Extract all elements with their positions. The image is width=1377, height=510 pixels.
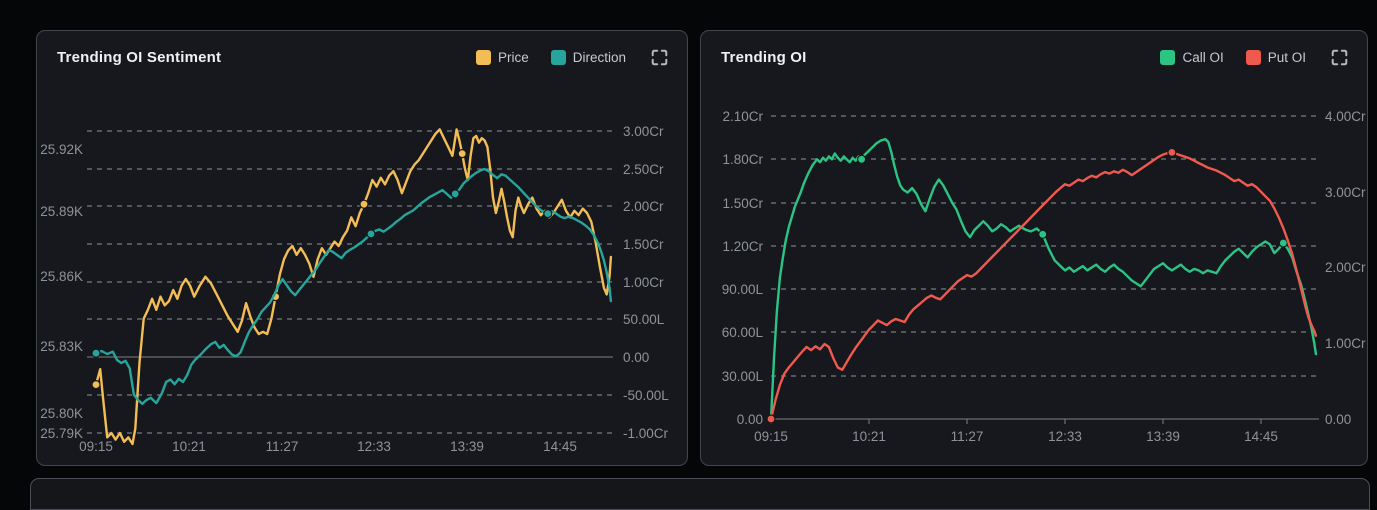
legend-item-direction[interactable]: Direction: [550, 50, 626, 65]
panel-header: Trending OI Sentiment Price Direction: [37, 31, 687, 67]
svg-text:0.00: 0.00: [737, 412, 763, 427]
fullscreen-button[interactable]: [650, 48, 669, 67]
svg-text:09:15: 09:15: [79, 439, 113, 454]
svg-text:25.89K: 25.89K: [40, 204, 83, 219]
trending-oi-chart[interactable]: 2.10Cr 1.80Cr 1.50Cr 1.20Cr 90.00L 60.00L 30.0…: [701, 31, 1369, 467]
svg-text:25.92K: 25.92K: [40, 142, 83, 157]
trending-oi-panel: Trending OI Call OI Put OI: [700, 30, 1368, 466]
svg-text:2.50Cr: 2.50Cr: [623, 162, 664, 177]
svg-text:1.80Cr: 1.80Cr: [722, 152, 763, 167]
svg-text:0.00: 0.00: [623, 350, 649, 365]
svg-text:09:15: 09:15: [754, 429, 788, 444]
svg-text:-50.00L: -50.00L: [623, 388, 669, 403]
svg-text:2.10Cr: 2.10Cr: [722, 109, 763, 124]
svg-text:1.00Cr: 1.00Cr: [1325, 336, 1366, 351]
direction-legend-swatch-icon: [550, 50, 566, 65]
legend-label-call-oi: Call OI: [1182, 50, 1224, 65]
svg-text:1.00Cr: 1.00Cr: [623, 275, 664, 290]
legend-sentiment: Price Direction: [475, 50, 626, 65]
svg-text:30.00L: 30.00L: [722, 369, 764, 384]
svg-text:1.50Cr: 1.50Cr: [722, 196, 763, 211]
legend-item-put-oi[interactable]: Put OI: [1245, 50, 1306, 65]
svg-text:4.00Cr: 4.00Cr: [1325, 109, 1366, 124]
svg-text:14:45: 14:45: [543, 439, 577, 454]
legend-oi: Call OI Put OI: [1160, 50, 1306, 65]
next-panel-partial-card: [30, 478, 1370, 510]
fullscreen-button[interactable]: [1330, 48, 1349, 67]
svg-text:13:39: 13:39: [1146, 429, 1180, 444]
chart-title-oi: Trending OI: [721, 49, 807, 66]
svg-text:3.00Cr: 3.00Cr: [623, 124, 664, 139]
svg-text:11:27: 11:27: [951, 429, 984, 444]
svg-text:12:33: 12:33: [357, 439, 391, 454]
call-oi-legend-swatch-icon: [1160, 50, 1176, 65]
svg-text:90.00L: 90.00L: [722, 282, 764, 297]
svg-text:1.20Cr: 1.20Cr: [722, 239, 763, 254]
svg-text:2.00Cr: 2.00Cr: [623, 199, 664, 214]
svg-text:60.00L: 60.00L: [722, 325, 764, 340]
svg-text:25.80K: 25.80K: [40, 406, 83, 421]
price-legend-swatch-icon: [475, 50, 491, 65]
panel-header: Trending OI Call OI Put OI: [701, 31, 1367, 67]
svg-text:3.00Cr: 3.00Cr: [1325, 185, 1366, 200]
legend-item-call-oi[interactable]: Call OI: [1160, 50, 1224, 65]
legend-label-direction: Direction: [572, 50, 626, 65]
fullscreen-icon: [651, 49, 668, 66]
svg-text:25.79K: 25.79K: [40, 426, 83, 441]
svg-text:0.00: 0.00: [1325, 412, 1351, 427]
fullscreen-icon: [1331, 49, 1348, 66]
put-oi-legend-swatch-icon: [1245, 50, 1261, 65]
svg-text:10:21: 10:21: [852, 429, 886, 444]
svg-text:10:21: 10:21: [172, 439, 206, 454]
svg-text:13:39: 13:39: [450, 439, 484, 454]
svg-text:25.83K: 25.83K: [40, 339, 83, 354]
trending-oi-sentiment-panel: Trending OI Sentiment Price Direction: [36, 30, 688, 466]
legend-label-price: Price: [497, 50, 529, 65]
svg-text:25.86K: 25.86K: [40, 269, 83, 284]
trending-oi-sentiment-chart[interactable]: 25.92K 25.89K 25.86K 25.83K 25.80K 25.79K 3.00…: [37, 31, 689, 467]
svg-text:2.00Cr: 2.00Cr: [1325, 260, 1366, 275]
legend-label-put-oi: Put OI: [1267, 50, 1306, 65]
svg-text:50.00L: 50.00L: [623, 312, 665, 327]
legend-item-price[interactable]: Price: [475, 50, 529, 65]
svg-text:1.50Cr: 1.50Cr: [623, 237, 664, 252]
svg-text:12:33: 12:33: [1048, 429, 1082, 444]
svg-text:14:45: 14:45: [1244, 429, 1278, 444]
svg-text:11:27: 11:27: [266, 439, 299, 454]
svg-text:-1.00Cr: -1.00Cr: [623, 426, 669, 441]
chart-title-sentiment: Trending OI Sentiment: [57, 49, 222, 66]
